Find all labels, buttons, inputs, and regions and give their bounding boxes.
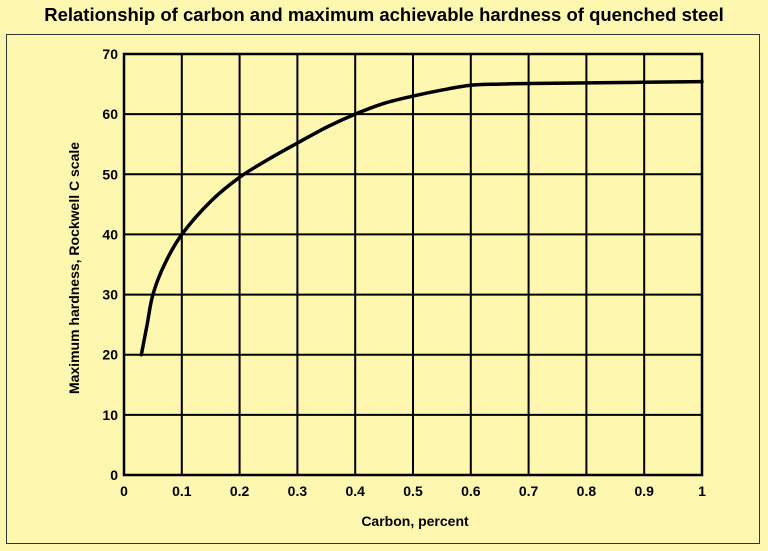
y-tick-label: 40 [102, 226, 118, 242]
x-tick-label: 0.2 [230, 483, 250, 499]
y-tick-labels: 0 10 20 30 40 50 60 70 [102, 46, 118, 483]
chart-title: Relationship of carbon and maximum achie… [44, 4, 724, 25]
y-tick-label: 10 [102, 407, 118, 423]
x-axis-label: Carbon, percent [361, 513, 469, 529]
y-tick-label: 60 [102, 106, 118, 122]
x-tick-label: 0.9 [634, 483, 654, 499]
plot-area [122, 52, 704, 477]
x-tick-label: 0.3 [288, 483, 308, 499]
x-tick-label: 0.4 [345, 483, 365, 499]
x-tick-label: 0.6 [461, 483, 481, 499]
x-tick-label: 0.1 [172, 483, 192, 499]
y-tick-label: 50 [102, 166, 118, 182]
y-tick-label: 30 [102, 287, 118, 303]
chart-border [6, 34, 760, 544]
x-tick-labels: 0 0.1 0.2 0.3 0.4 0.5 0.6 0.7 0.8 0.9 1 [120, 483, 706, 499]
grid [123, 53, 703, 476]
x-tick-label: 0.8 [577, 483, 597, 499]
x-tick-label: 0.7 [519, 483, 539, 499]
x-tick-label: 0.5 [403, 483, 423, 499]
y-tick-label: 0 [110, 467, 118, 483]
x-tick-label: 0 [120, 483, 128, 499]
y-axis-label: Maximum hardness, Rockwell C scale [66, 141, 82, 395]
x-tick-label: 1 [698, 483, 706, 499]
y-tick-label: 70 [102, 46, 118, 62]
series [139, 79, 704, 357]
y-tick-label: 20 [102, 347, 118, 363]
series-line [139, 79, 704, 357]
